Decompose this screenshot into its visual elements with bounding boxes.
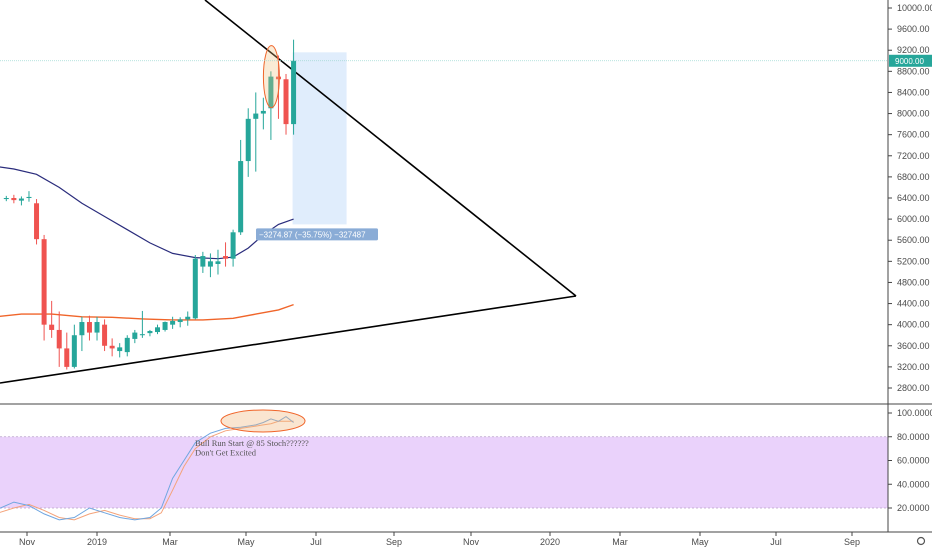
candle-body[interactable] bbox=[207, 261, 213, 267]
candle-body[interactable] bbox=[215, 261, 221, 264]
stochastic-axis-label: 20.0000 bbox=[897, 503, 930, 513]
candle-body[interactable] bbox=[147, 331, 153, 334]
candle-body[interactable] bbox=[79, 322, 85, 336]
price-axis-label: 3600.00 bbox=[897, 341, 930, 351]
candle-body[interactable] bbox=[109, 345, 115, 349]
settings-gear-icon[interactable] bbox=[916, 536, 926, 546]
candle-body[interactable] bbox=[162, 322, 168, 330]
candle-body[interactable] bbox=[132, 332, 138, 339]
candle-body[interactable] bbox=[124, 337, 130, 353]
price-axis-label: 7200.00 bbox=[897, 151, 930, 161]
time-axis-label: May bbox=[237, 537, 255, 547]
candle-body[interactable] bbox=[86, 322, 92, 333]
time-axis-label: Mar bbox=[612, 537, 628, 547]
candle-body[interactable] bbox=[11, 198, 17, 201]
highlight-ellipse[interactable] bbox=[262, 45, 280, 109]
stochastic-k-line bbox=[0, 415, 294, 521]
candle-body[interactable] bbox=[192, 258, 198, 319]
candle-body[interactable] bbox=[253, 113, 259, 119]
candle-body[interactable] bbox=[291, 60, 297, 125]
time-axis-label: Nov bbox=[19, 537, 36, 547]
stochastic-highlight-ellipse[interactable] bbox=[220, 409, 306, 433]
time-axis-label: Sep bbox=[844, 537, 860, 547]
stochastic-axis-label: 80.0000 bbox=[897, 432, 930, 442]
candle-body[interactable] bbox=[41, 239, 47, 325]
candle-body[interactable] bbox=[56, 329, 62, 349]
price-axis-label: 4000.00 bbox=[897, 320, 930, 330]
ascending-trendline[interactable] bbox=[0, 295, 577, 384]
price-axis-label: 9600.00 bbox=[897, 24, 930, 34]
candle-body[interactable] bbox=[245, 118, 251, 162]
stochastic-axis-label: 100.0000 bbox=[897, 408, 932, 418]
price-axis-label: 3200.00 bbox=[897, 362, 930, 372]
time-axis-label: Sep bbox=[386, 537, 402, 547]
moving-average-orange-line bbox=[0, 303, 294, 321]
price-axis-label: 4800.00 bbox=[897, 277, 930, 287]
price-axis-label: 10000.00 bbox=[897, 3, 932, 13]
candle-body[interactable] bbox=[268, 76, 274, 109]
stochastic-band bbox=[0, 436, 888, 508]
time-axis-label: 2020 bbox=[540, 537, 560, 547]
candle-body[interactable] bbox=[18, 198, 24, 201]
stochastic-annotation-line: Don't Get Excited bbox=[195, 448, 257, 458]
measure-box[interactable] bbox=[292, 52, 347, 225]
settings-gear-icon-ring bbox=[916, 536, 926, 546]
candle-body[interactable] bbox=[117, 347, 123, 352]
candle-body[interactable] bbox=[3, 198, 9, 200]
price-pane[interactable] bbox=[0, 0, 888, 403]
last-price-tag[interactable] bbox=[889, 54, 932, 67]
candle-body[interactable] bbox=[64, 348, 70, 367]
price-axis-label: 2800.00 bbox=[897, 383, 930, 393]
candle-body[interactable] bbox=[155, 327, 160, 333]
candle-body[interactable] bbox=[200, 256, 206, 267]
price-axis-label: 7600.00 bbox=[897, 130, 930, 140]
price-axis-label: 4400.00 bbox=[897, 299, 930, 309]
candle-body[interactable] bbox=[260, 110, 266, 114]
stochastic-axis-label: 40.0000 bbox=[897, 479, 930, 489]
price-axis-label: 8400.00 bbox=[897, 87, 930, 97]
price-axis-label: 8800.00 bbox=[897, 66, 930, 76]
price-axis-label: 5600.00 bbox=[897, 235, 930, 245]
measure-label-bg bbox=[256, 228, 378, 241]
measure-label: −3274.87 (−35.75%) −327487 bbox=[259, 230, 366, 239]
moving-average-blue-line bbox=[0, 166, 294, 260]
candle-body[interactable] bbox=[177, 319, 183, 323]
price-axis-label: 8000.00 bbox=[897, 109, 930, 119]
price-axis-label: 9200.00 bbox=[897, 45, 930, 55]
time-axis-label: Jul bbox=[770, 537, 782, 547]
price-axis-label: 6800.00 bbox=[897, 172, 930, 182]
candle-body[interactable] bbox=[139, 334, 145, 336]
candle-body[interactable] bbox=[283, 79, 289, 125]
descending-trendline[interactable] bbox=[204, 0, 577, 297]
candle-body[interactable] bbox=[238, 161, 244, 233]
candle-body[interactable] bbox=[230, 232, 236, 259]
last-price-label: 9000.00 bbox=[895, 57, 924, 66]
candle-body[interactable] bbox=[34, 203, 40, 240]
candle-body[interactable] bbox=[185, 316, 191, 320]
stochastic-annotation-line: Bull Run Start @ 85 Stoch?????? bbox=[195, 438, 309, 448]
time-axis-label: May bbox=[691, 537, 709, 547]
candle-body[interactable] bbox=[223, 256, 229, 259]
candle-body[interactable] bbox=[94, 322, 100, 333]
stochastic-axis-label: 60.0000 bbox=[897, 456, 930, 466]
candle-body[interactable] bbox=[102, 324, 108, 346]
candle-body[interactable] bbox=[170, 320, 176, 325]
candle-body[interactable] bbox=[275, 76, 281, 80]
price-axis-label: 6400.00 bbox=[897, 193, 930, 203]
time-axis-label: Jul bbox=[310, 537, 322, 547]
price-axis-label: 6000.00 bbox=[897, 214, 930, 224]
time-axis-label: Mar bbox=[162, 537, 178, 547]
candle-body[interactable] bbox=[71, 335, 77, 367]
time-axis-label: Nov bbox=[463, 537, 480, 547]
candle-body[interactable] bbox=[26, 196, 32, 198]
time-axis-label: 2019 bbox=[87, 537, 107, 547]
candle-body[interactable] bbox=[49, 324, 55, 330]
stochastic-d-line bbox=[0, 420, 294, 521]
price-axis-label: 5200.00 bbox=[897, 256, 930, 266]
